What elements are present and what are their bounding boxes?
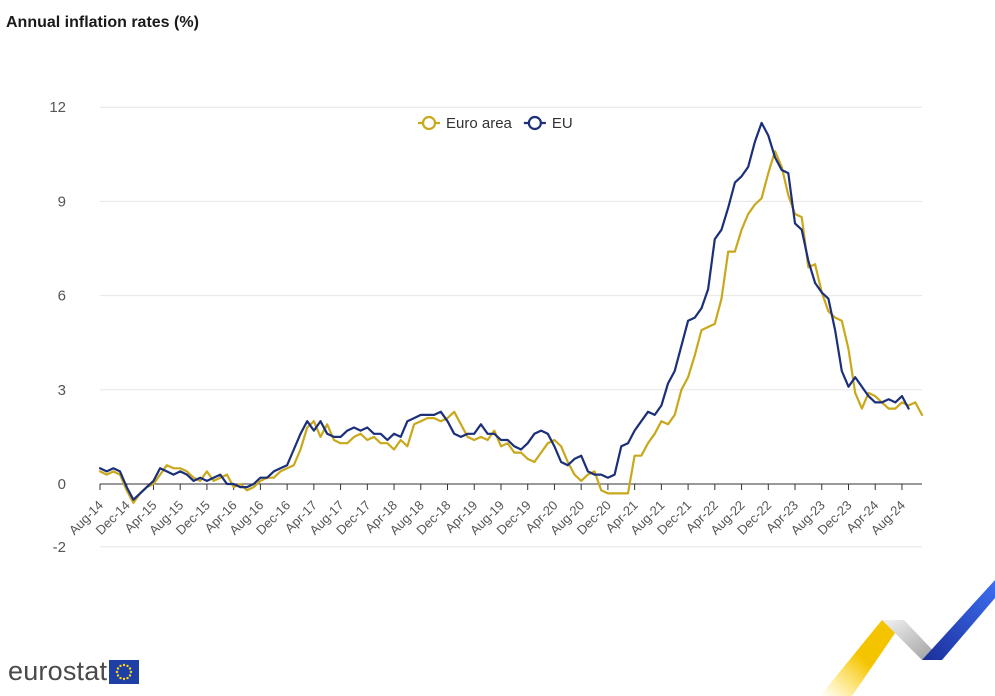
series-line-euro-area: [98, 150, 924, 504]
eu-flag-icon: [109, 659, 140, 684]
line-chart: -2036912Aug-14Dec-14Apr-15Aug-15Dec-15Ap…: [49, 99, 924, 556]
y-tick-label: 3: [58, 382, 66, 399]
legend-label-eu: EU: [552, 115, 573, 132]
legend-label-euro-area: Euro area: [446, 115, 513, 132]
chart-title: Annual inflation rates (%): [6, 14, 199, 31]
series-line-eu: [98, 121, 910, 501]
eurostat-logo: eurostat: [8, 656, 140, 687]
y-tick-label: 12: [49, 99, 66, 116]
y-tick-label: 6: [58, 288, 66, 305]
legend-marker-euro-area: [421, 115, 437, 131]
brand-name: eurostat: [8, 656, 108, 686]
y-tick-label: -2: [53, 539, 66, 556]
y-tick-label: 0: [58, 476, 66, 493]
legend-marker-eu: [527, 115, 542, 131]
decorative-ribbon-graphic: [820, 580, 995, 696]
y-tick-label: 9: [58, 193, 66, 210]
